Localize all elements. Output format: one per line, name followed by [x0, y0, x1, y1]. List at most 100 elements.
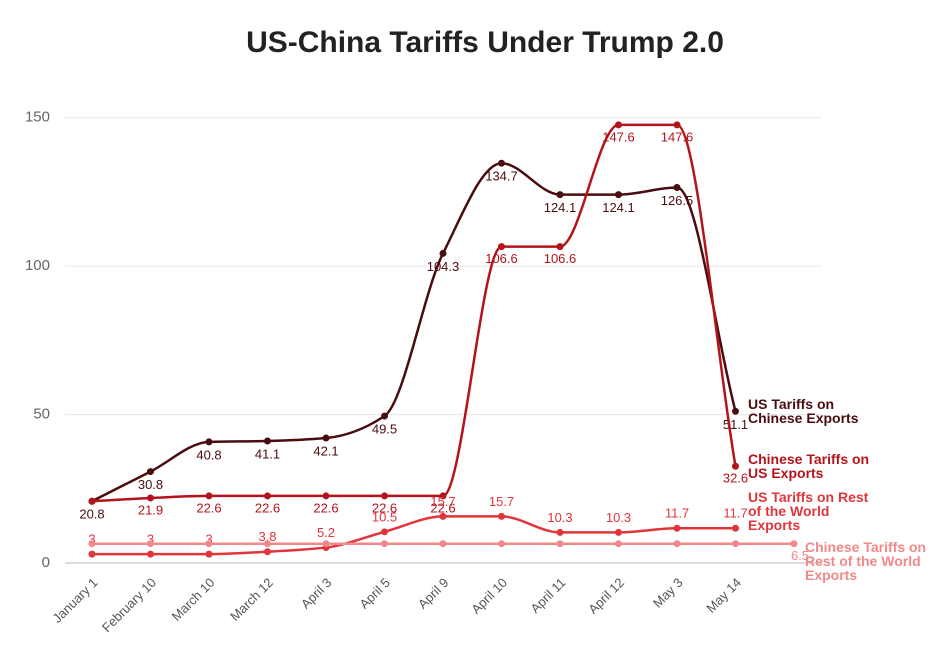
data-point	[556, 191, 564, 199]
y-tick-label: 100	[25, 257, 50, 274]
data-label: 134.7	[485, 169, 518, 184]
data-point	[673, 121, 681, 129]
legend-label: US Tariffs on Rest of the World Exports	[748, 489, 869, 533]
data-point	[439, 249, 447, 257]
data-label: 124.1	[602, 200, 635, 215]
data-point	[205, 540, 213, 548]
data-point	[556, 243, 564, 251]
data-label: 147.6	[661, 129, 694, 144]
data-label: 32.6	[723, 471, 748, 486]
data-point	[673, 524, 681, 532]
data-point	[147, 468, 154, 476]
data-point	[322, 540, 330, 548]
data-point	[88, 497, 96, 505]
y-tick-label: 50	[33, 406, 50, 423]
x-tick-label: February 10	[99, 575, 159, 635]
data-label: 10.5	[372, 509, 397, 524]
chart-title: US-China Tariffs Under Trump 2.0	[246, 26, 724, 59]
data-point	[264, 492, 271, 500]
data-label: 126.5	[661, 193, 694, 208]
data-point	[439, 540, 447, 548]
data-label: 3	[205, 532, 212, 547]
data-label: 11.7	[665, 506, 689, 521]
data-point	[439, 492, 447, 500]
data-label: 3	[147, 532, 154, 547]
data-point	[673, 540, 681, 548]
data-label: 106.6	[485, 251, 518, 266]
data-label: 42.1	[313, 443, 338, 458]
data-label: 6.5	[791, 548, 809, 563]
data-point	[439, 512, 447, 520]
data-point	[264, 540, 271, 548]
data-label: 124.1	[544, 200, 577, 215]
data-point	[381, 492, 388, 500]
data-point	[147, 550, 154, 558]
data-point	[322, 492, 330, 500]
series-line	[91, 123, 737, 503]
x-tick-label: April 5	[356, 575, 393, 612]
data-point	[732, 462, 739, 470]
legend-label: Chinese Tariffs on Rest of the World Exp…	[805, 539, 927, 583]
legend-label: US Tariffs on Chinese Exports	[748, 396, 859, 426]
data-label: 20.8	[79, 507, 104, 522]
x-tick-label: April 10	[468, 575, 510, 617]
data-label: 21.9	[138, 502, 163, 517]
data-label: 51.1	[723, 417, 748, 432]
data-label: 106.6	[544, 251, 577, 266]
data-label: 147.6	[602, 129, 635, 144]
data-point	[147, 540, 154, 548]
data-point	[615, 540, 622, 548]
data-label: 10.3	[547, 510, 572, 525]
data-label: 5.2	[317, 525, 335, 540]
data-point	[322, 434, 330, 442]
data-label: 22.6	[372, 500, 397, 515]
data-label: 22.6	[255, 500, 280, 515]
data-point	[615, 121, 622, 129]
x-tick-label: April 3	[298, 575, 335, 612]
data-point	[556, 528, 564, 536]
data-point	[673, 184, 681, 192]
data-point	[88, 550, 96, 558]
x-tick-label: January 1	[50, 575, 101, 626]
data-label: 41.1	[255, 446, 280, 461]
x-tick-label: April 12	[585, 575, 627, 617]
data-label: 3	[88, 532, 95, 547]
data-label: 22.6	[430, 500, 455, 515]
data-label: 15.7	[430, 494, 455, 509]
data-label: 49.5	[372, 422, 397, 437]
data-label: 3.8	[258, 529, 276, 544]
data-label: 15.7	[489, 494, 514, 509]
data-point	[732, 524, 739, 532]
data-point	[615, 528, 622, 536]
y-tick-label: 0	[42, 554, 50, 571]
data-point	[264, 548, 271, 556]
data-point	[732, 407, 739, 415]
x-tick-label: April 11	[527, 575, 568, 616]
data-label: 11.7	[723, 506, 747, 521]
series-line	[91, 161, 737, 503]
data-point	[205, 492, 213, 500]
data-point	[498, 243, 505, 251]
data-point	[381, 412, 388, 420]
data-point	[615, 191, 622, 199]
x-tick-label: May 14	[703, 575, 744, 616]
data-label: 10.3	[606, 510, 631, 525]
data-point	[732, 540, 739, 548]
data-point	[88, 540, 96, 548]
data-point	[147, 494, 154, 502]
data-point	[556, 540, 564, 548]
series-line	[91, 515, 736, 556]
legend-label: Chinese Tariffs on US Exports	[748, 451, 870, 481]
y-tick-label: 150	[25, 109, 50, 126]
data-label: 22.6	[196, 500, 221, 515]
data-point	[205, 438, 213, 446]
data-point	[790, 540, 798, 548]
data-label: 40.8	[196, 447, 221, 462]
data-label: 22.6	[313, 500, 338, 515]
data-label: 104.3	[427, 259, 460, 274]
data-point	[264, 437, 271, 445]
data-point	[498, 512, 505, 520]
data-label: 30.8	[138, 477, 163, 492]
